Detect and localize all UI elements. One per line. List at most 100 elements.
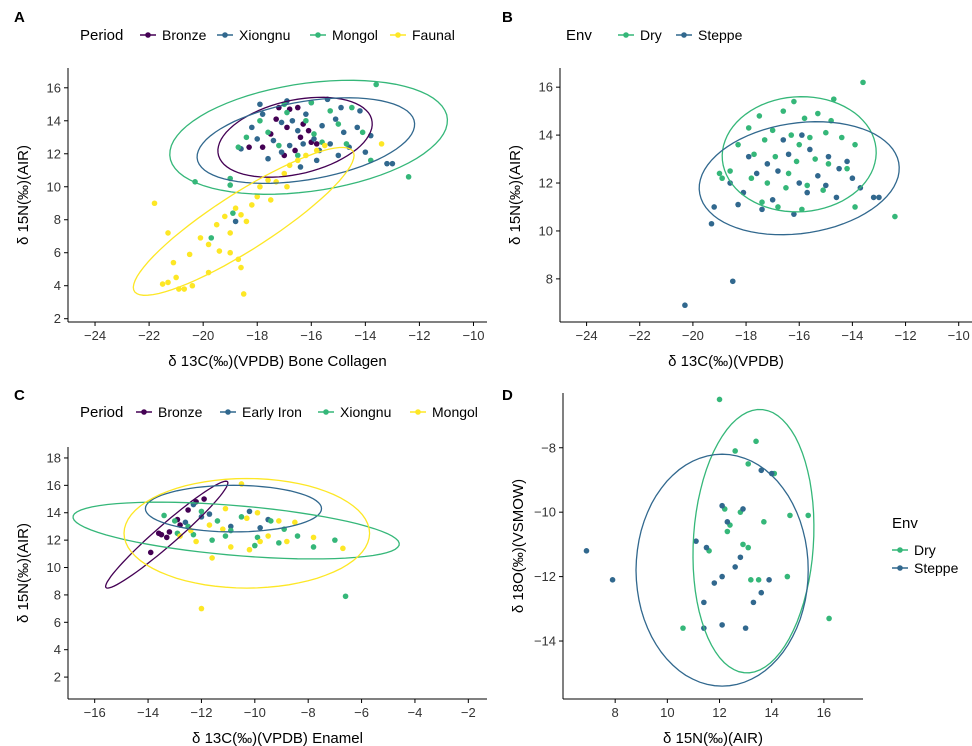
y-tick-label: 12 bbox=[539, 176, 553, 191]
data-point-faunal bbox=[257, 183, 263, 190]
data-point-steppe bbox=[609, 577, 616, 583]
y-tick-label: −14 bbox=[534, 634, 556, 649]
x-tick-label: 12 bbox=[712, 705, 726, 720]
y-tick-label: 12 bbox=[47, 533, 61, 548]
data-point-early-iron bbox=[206, 511, 213, 517]
x-tick-label: −16 bbox=[84, 705, 106, 720]
data-point-faunal bbox=[267, 197, 274, 203]
data-point-mongol bbox=[235, 144, 242, 150]
panel-b: B −24 −22 −20 −18 −16 −14 −12 −10 8 10 12 14 16 δ 13C(… bbox=[502, 9, 972, 370]
data-point-faunal bbox=[170, 259, 177, 266]
data-point-mongol bbox=[222, 505, 229, 512]
data-point-early-iron bbox=[182, 519, 189, 526]
data-point-faunal bbox=[249, 202, 255, 208]
y-tick-label: 16 bbox=[539, 80, 553, 95]
y-tick-label: 8 bbox=[546, 271, 553, 286]
x-tick-label: −20 bbox=[682, 328, 704, 343]
data-point-faunal bbox=[189, 282, 196, 289]
data-point-faunal bbox=[265, 177, 271, 183]
data-point-dry bbox=[759, 199, 765, 205]
data-point-bronze bbox=[158, 531, 165, 538]
data-point-dry bbox=[716, 170, 723, 177]
data-point-faunal bbox=[165, 279, 171, 286]
data-point-faunal bbox=[232, 205, 239, 211]
ellipse-mongol bbox=[123, 477, 371, 589]
data-point-mongol bbox=[276, 142, 282, 149]
data-point-xiongnu bbox=[265, 155, 271, 162]
data-point-steppe bbox=[764, 161, 771, 167]
data-point-dry bbox=[780, 108, 787, 114]
data-point-dry bbox=[680, 625, 686, 631]
legend-key-dot bbox=[415, 409, 421, 415]
ellipse-dry bbox=[721, 96, 877, 213]
data-point-mongol bbox=[343, 141, 350, 147]
y-axis-title: δ 15N(‰)(AIR) bbox=[15, 523, 32, 623]
data-point-mongol bbox=[284, 109, 290, 116]
data-point-dry bbox=[852, 141, 858, 148]
data-point-xiongnu bbox=[171, 518, 178, 524]
data-point-mongol bbox=[310, 534, 317, 541]
data-point-xiongnu bbox=[161, 512, 167, 519]
data-point-mongol bbox=[206, 522, 213, 528]
data-point-dry bbox=[748, 175, 755, 182]
data-point-dry bbox=[748, 577, 754, 583]
data-point-steppe bbox=[735, 201, 741, 208]
legend-title: Env bbox=[892, 515, 918, 532]
legend-label: Early Iron bbox=[242, 404, 302, 420]
legend-title: Period bbox=[80, 404, 123, 421]
data-point-xiongnu bbox=[354, 124, 361, 131]
data-point-bronze bbox=[284, 124, 290, 131]
x-tick-label: −14 bbox=[354, 328, 376, 343]
ellipse-steppe bbox=[635, 453, 809, 687]
data-point-bronze bbox=[313, 141, 320, 147]
data-point-xiongnu bbox=[340, 129, 347, 136]
data-point-steppe bbox=[785, 151, 792, 158]
data-point-faunal bbox=[254, 193, 261, 200]
data-point-xiongnu bbox=[342, 593, 349, 600]
data-point-steppe bbox=[870, 194, 877, 201]
x-tick-label: −22 bbox=[138, 328, 160, 343]
x-tick-label: −8 bbox=[301, 705, 316, 720]
data-point-steppe bbox=[796, 180, 803, 186]
data-point-faunal bbox=[227, 230, 233, 236]
data-point-xiongnu bbox=[278, 149, 285, 155]
y-tick-label: 16 bbox=[47, 478, 61, 493]
data-point-mongol bbox=[284, 538, 290, 545]
legend-label: Bronze bbox=[162, 27, 207, 43]
panel-a: A −24 −22 −20 −18 −16 −14 −12 −10 2 4 6 8 10 12 14 16 δ 1… bbox=[14, 9, 487, 370]
panel-letter: D bbox=[502, 387, 513, 404]
data-point-faunal bbox=[243, 218, 250, 225]
data-point-xiongnu bbox=[384, 160, 390, 167]
data-point-steppe bbox=[711, 204, 717, 210]
data-point-mongol bbox=[254, 509, 261, 516]
data-point-steppe bbox=[708, 220, 715, 227]
data-point-steppe bbox=[799, 132, 805, 138]
data-point-steppe bbox=[849, 175, 856, 182]
y-tick-label: 14 bbox=[539, 128, 553, 143]
data-point-steppe bbox=[804, 189, 810, 196]
legend-label: Dry bbox=[640, 27, 662, 43]
data-point-faunal bbox=[238, 264, 244, 271]
data-point-dry bbox=[755, 577, 762, 583]
data-point-dry bbox=[860, 79, 866, 86]
data-point-xiongnu bbox=[249, 124, 255, 131]
data-point-xiongnu bbox=[332, 116, 339, 122]
panel-letter: C bbox=[14, 387, 25, 404]
legend-key-dot bbox=[145, 32, 151, 38]
legend-label: Faunal bbox=[412, 27, 455, 43]
data-point-steppe bbox=[876, 194, 882, 201]
data-point-steppe bbox=[766, 577, 772, 583]
data-point-dry bbox=[793, 158, 800, 165]
y-tick-label: 16 bbox=[47, 80, 61, 95]
panel-d: D 8 10 12 14 16 −14 −12 −10 −8 δ 15N(‰)(AIR) δ 18O(… bbox=[502, 387, 959, 746]
data-point-mongol bbox=[227, 544, 234, 550]
data-point-steppe bbox=[732, 564, 738, 570]
data-point-faunal bbox=[205, 241, 212, 248]
data-point-mongol bbox=[308, 99, 315, 106]
data-point-mongol bbox=[294, 152, 301, 159]
data-point-mongol bbox=[244, 515, 250, 522]
data-point-dry bbox=[769, 127, 776, 134]
x-tick-label: 16 bbox=[817, 705, 831, 720]
x-axis-title: δ 13C(‰)(VPDB) Enamel bbox=[192, 730, 363, 746]
x-tick-label: −10 bbox=[462, 328, 484, 343]
